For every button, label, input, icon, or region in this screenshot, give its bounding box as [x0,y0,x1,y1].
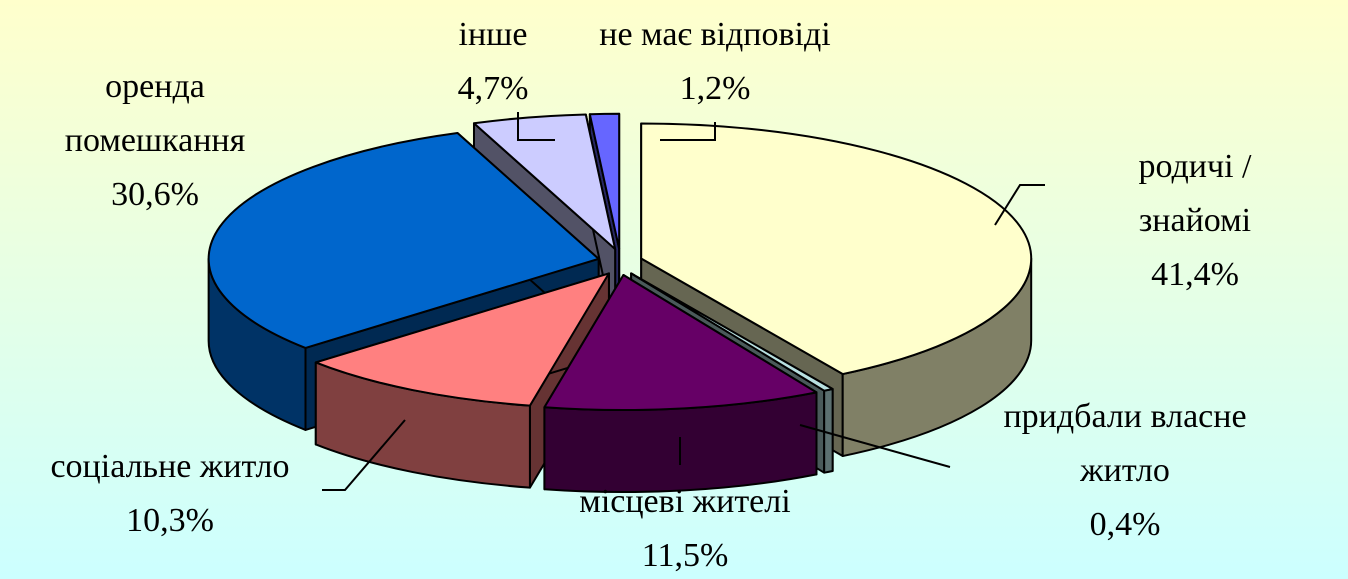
slice-label: родичі / знайомі 41,4% [1095,140,1295,302]
slice-top [314,272,610,407]
slice-top [640,122,1033,376]
slice-label: соціальне житло 10,3% [0,440,370,548]
category-label: інше [458,16,528,53]
slice-label: оренда помешкання 30,6% [25,60,285,222]
slice-top [630,272,834,392]
leader-line [994,184,1045,226]
leader-line [322,419,406,491]
value-label: 0,4% [1089,506,1161,543]
value-label: 4,7% [457,70,529,107]
value-label: 41,4% [1151,256,1239,293]
value-label: 10,3% [126,502,214,539]
slice-top [543,274,818,412]
category-label: не має відповіді [599,16,831,53]
leader-line [799,424,951,468]
slice-label: місцеві жителі 11,5% [485,475,885,579]
category-label: придбали власне житло [1003,398,1247,489]
slice-top [588,112,621,250]
slice-label: не має відповіді 1,2% [545,8,885,116]
slice-wall [823,387,834,474]
category-label: місцеві жителі [579,483,791,520]
slice-top [472,113,617,251]
slice [543,274,818,494]
value-label: 30,6% [111,176,199,213]
slice-label: придбали власне житло 0,4% [995,390,1255,552]
category-label: родичі / знайомі [1138,148,1252,239]
slice-label: інше 4,7% [393,8,593,116]
category-label: оренда помешкання [64,68,246,159]
value-label: 11,5% [641,537,729,574]
category-label: соціальне житло [50,448,290,485]
slice-top [207,132,600,349]
leader-line [517,112,555,141]
value-label: 1,2% [679,70,751,107]
leader-line [660,122,716,141]
